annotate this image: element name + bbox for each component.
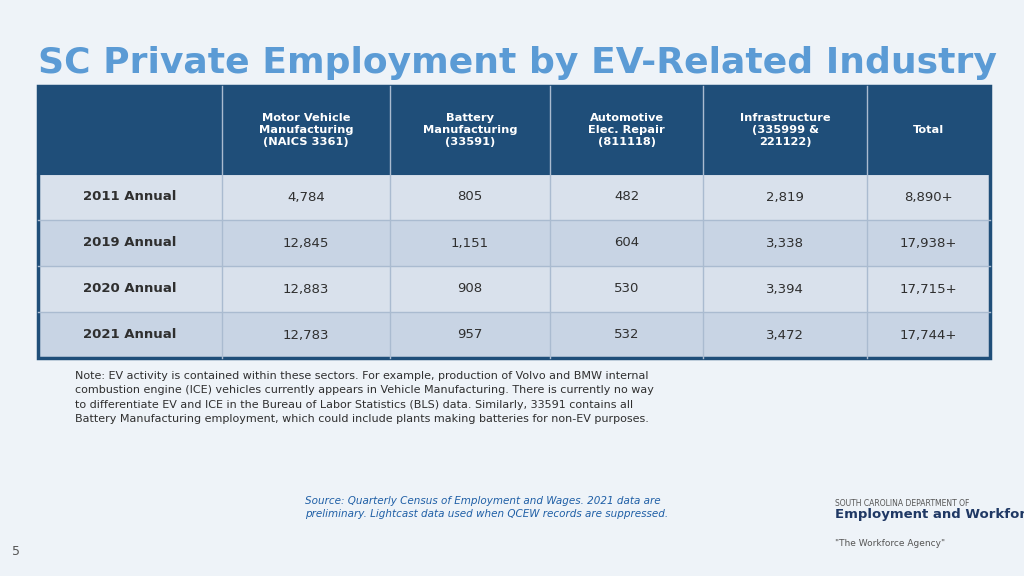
Text: 3,338: 3,338 xyxy=(766,237,804,249)
Text: 2021 Annual: 2021 Annual xyxy=(83,328,177,342)
Text: 2019 Annual: 2019 Annual xyxy=(83,237,177,249)
Bar xyxy=(222,174,390,220)
Bar xyxy=(703,174,867,220)
Text: 530: 530 xyxy=(614,282,639,295)
Bar xyxy=(390,266,550,312)
Text: 17,744+: 17,744+ xyxy=(900,328,957,342)
Text: Source: Quarterly Census of Employment and Wages. 2021 data are
preliminary. Lig: Source: Quarterly Census of Employment a… xyxy=(305,496,668,519)
Text: 12,845: 12,845 xyxy=(283,237,329,249)
Bar xyxy=(703,312,867,358)
Text: 5: 5 xyxy=(12,545,20,558)
Bar xyxy=(867,312,990,358)
Text: 805: 805 xyxy=(458,191,482,203)
Bar xyxy=(867,174,990,220)
Bar xyxy=(38,174,222,220)
Bar xyxy=(550,174,703,220)
Bar xyxy=(703,86,867,174)
Text: 8,890+: 8,890+ xyxy=(904,191,952,203)
Text: 17,715+: 17,715+ xyxy=(900,282,957,295)
Text: Automotive
Elec. Repair
(811118): Automotive Elec. Repair (811118) xyxy=(589,113,666,147)
Text: Employment and Workforce: Employment and Workforce xyxy=(835,508,1024,521)
Text: 4,784: 4,784 xyxy=(287,191,325,203)
Text: 1,151: 1,151 xyxy=(451,237,489,249)
Text: SC Private Employment by EV-Related Industry: SC Private Employment by EV-Related Indu… xyxy=(38,46,997,80)
Text: Note: EV activity is contained within these sectors. For example, production of : Note: EV activity is contained within th… xyxy=(75,371,654,424)
Bar xyxy=(390,220,550,266)
Text: 12,783: 12,783 xyxy=(283,328,330,342)
Text: Total: Total xyxy=(912,125,944,135)
Text: 3,472: 3,472 xyxy=(766,328,804,342)
Bar xyxy=(222,266,390,312)
Text: 2020 Annual: 2020 Annual xyxy=(83,282,177,295)
Text: "The Workforce Agency": "The Workforce Agency" xyxy=(835,539,945,548)
Text: 532: 532 xyxy=(614,328,640,342)
Bar xyxy=(867,220,990,266)
Bar xyxy=(38,86,990,358)
Text: 482: 482 xyxy=(614,191,639,203)
Bar xyxy=(38,266,222,312)
Bar xyxy=(390,312,550,358)
Text: SOUTH CAROLINA DEPARTMENT OF: SOUTH CAROLINA DEPARTMENT OF xyxy=(835,499,970,508)
Bar xyxy=(222,312,390,358)
Bar xyxy=(38,86,222,174)
Text: 3,394: 3,394 xyxy=(766,282,804,295)
Bar xyxy=(703,266,867,312)
Text: Infrastructure
(335999 &
221122): Infrastructure (335999 & 221122) xyxy=(739,113,830,147)
Bar xyxy=(38,220,222,266)
Bar xyxy=(550,86,703,174)
Bar xyxy=(390,174,550,220)
Text: 957: 957 xyxy=(458,328,482,342)
Text: Motor Vehicle
Manufacturing
(NAICS 3361): Motor Vehicle Manufacturing (NAICS 3361) xyxy=(259,113,353,147)
Text: Battery
Manufacturing
(33591): Battery Manufacturing (33591) xyxy=(423,113,517,147)
Text: 12,883: 12,883 xyxy=(283,282,329,295)
Text: 2,819: 2,819 xyxy=(766,191,804,203)
Text: 2011 Annual: 2011 Annual xyxy=(83,191,177,203)
Bar xyxy=(550,220,703,266)
Bar xyxy=(222,86,390,174)
Bar xyxy=(550,266,703,312)
Bar xyxy=(703,220,867,266)
Bar xyxy=(38,312,222,358)
Bar xyxy=(222,220,390,266)
Text: 17,938+: 17,938+ xyxy=(900,237,957,249)
Text: 604: 604 xyxy=(614,237,639,249)
Bar xyxy=(867,266,990,312)
Bar xyxy=(867,86,990,174)
Bar xyxy=(390,86,550,174)
Text: 908: 908 xyxy=(458,282,482,295)
Bar xyxy=(550,312,703,358)
